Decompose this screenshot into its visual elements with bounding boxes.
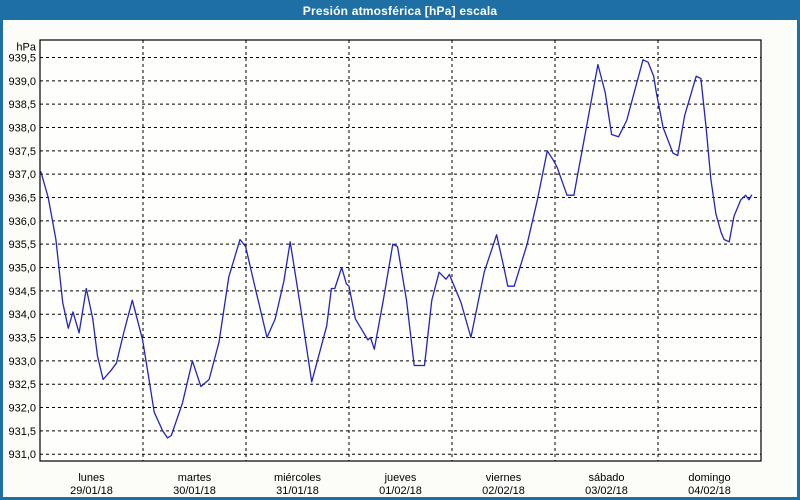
x-day-name-label: viernes bbox=[486, 472, 522, 484]
pressure-line bbox=[40, 59, 753, 439]
y-tick-label: 937,5 bbox=[8, 146, 36, 158]
x-day-name-label: martes bbox=[178, 472, 212, 484]
y-tick-label: 935,5 bbox=[8, 239, 36, 251]
y-tick-label: 939,5 bbox=[8, 53, 36, 65]
y-tick-label: 932,0 bbox=[8, 403, 36, 415]
y-tick-label: 933,0 bbox=[8, 356, 36, 368]
pressure-chart: 939,5 939,0 938,5 938,0 937,5 937,0 936,5 936,0… bbox=[8, 39, 762, 497]
x-day-date-label: 02/02/18 bbox=[482, 485, 525, 497]
plot-frame bbox=[39, 39, 762, 462]
x-day-date-label: 04/02/18 bbox=[688, 485, 731, 497]
x-day-name-label: sábado bbox=[588, 472, 624, 484]
chart-area: 939,5 939,0 938,5 938,0 937,5 937,0 936,5 936,0… bbox=[3, 20, 797, 497]
x-day-name-label: lunes bbox=[78, 472, 105, 484]
y-tick-label: 937,0 bbox=[8, 169, 36, 181]
x-day-date-label: 03/02/18 bbox=[585, 485, 628, 497]
y-tick-label: 934,5 bbox=[8, 286, 36, 298]
x-day-date-label: 01/02/18 bbox=[379, 485, 422, 497]
y-axis-unit-label: hPa bbox=[16, 42, 36, 54]
y-tick-label: 936,5 bbox=[8, 193, 36, 205]
y-tick-label: 935,0 bbox=[8, 263, 36, 275]
x-day-name-label: jueves bbox=[384, 472, 417, 484]
y-tick-label: 933,5 bbox=[8, 333, 36, 345]
y-tick-label: 939,0 bbox=[8, 76, 36, 88]
window-title: Presión atmosférica [hPa] escala bbox=[302, 4, 498, 18]
plot-background bbox=[40, 40, 761, 461]
y-tick-label: 931,0 bbox=[8, 449, 36, 461]
y-tick-label: 934,0 bbox=[8, 309, 36, 321]
y-tick-label: 936,0 bbox=[8, 216, 36, 228]
x-day-date-label: 30/01/18 bbox=[173, 485, 216, 497]
x-day-name-label: domingo bbox=[688, 472, 730, 484]
x-day-date-label: 29/01/18 bbox=[70, 485, 113, 497]
y-tick-label: 938,0 bbox=[8, 123, 36, 135]
y-tick-label: 931,5 bbox=[8, 426, 36, 438]
x-day-date-label: 31/01/18 bbox=[276, 485, 319, 497]
window-titlebar[interactable]: Presión atmosférica [hPa] escala bbox=[3, 3, 797, 20]
y-tick-label: 932,5 bbox=[8, 379, 36, 391]
x-day-name-label: miércoles bbox=[274, 472, 322, 484]
y-tick-label: 938,5 bbox=[8, 99, 36, 111]
